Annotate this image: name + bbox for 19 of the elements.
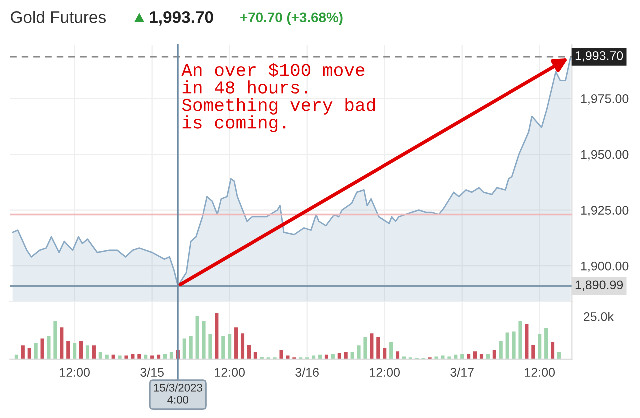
y-tick-label: 1,975.00 (581, 94, 629, 105)
ref-line-label: 15/3/2023 4:00 (154, 384, 202, 404)
x-tick-label: 3/16 (296, 368, 319, 377)
x-tick-label: 3/17 (450, 368, 474, 377)
annotation: An over $100 move in 48 hours. Something very bad is coming. (182, 63, 376, 132)
ref-line-label: 1,993.70 (576, 51, 624, 62)
y-tick-label: 1,925.00 (581, 206, 629, 216)
text: 1,993.70 (150, 11, 214, 26)
x-tick-label: 12:00 (215, 368, 245, 377)
x-tick-label: 12:00 (525, 368, 556, 377)
x-tick-label: 12:00 (370, 368, 400, 377)
text: 25.0k (584, 312, 614, 322)
text: +70.70 (+3.68%) (240, 12, 343, 26)
y-tick-label: 1,900.00 (581, 262, 629, 272)
x-tick-label: 3/15 (140, 368, 164, 377)
y-tick-label: 1,950.00 (581, 150, 629, 161)
ref-line-label: 1,890.99 (576, 280, 624, 292)
x-tick-label: 12:00 (60, 368, 90, 377)
chart-title: Gold Futures (11, 11, 106, 24)
